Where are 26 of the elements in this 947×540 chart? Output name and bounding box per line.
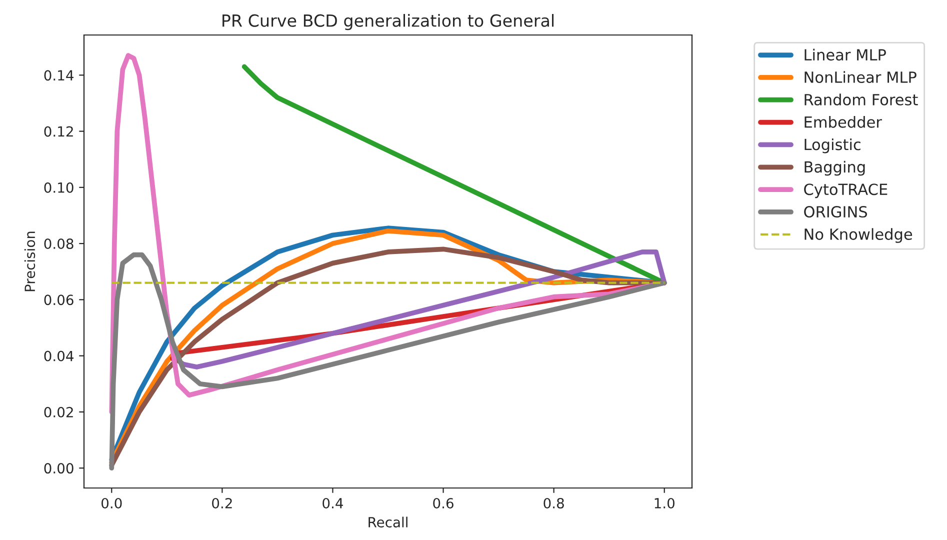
y-tick-label: 0.12 (44, 126, 73, 137)
legend-label: Bagging (804, 160, 865, 176)
legend-label: Logistic (804, 138, 860, 154)
legend-label: Linear MLP (804, 48, 886, 61)
y-tick-label: 0.04 (44, 350, 74, 362)
y-tick-label: 0.00 (44, 463, 74, 474)
legend-label: CytoTRACE (804, 184, 888, 198)
legend-label: Embedder (804, 116, 882, 128)
x-tick-label: 0.8 (544, 498, 564, 508)
legend-label: Random Forest (804, 94, 918, 106)
x-axis-title: Recall (368, 516, 408, 528)
x-tick-label: 0.0 (102, 498, 122, 508)
legend-label: No Knowledge (804, 228, 912, 243)
x-tick-label: 0.4 (322, 498, 343, 508)
y-tick-label: 0.06 (44, 294, 74, 306)
x-tick-label: 0.6 (433, 498, 454, 508)
x-tick-label: 1.0 (654, 498, 674, 508)
y-tick-label: 0.14 (44, 70, 74, 81)
legend-label: ORIGINS (804, 206, 868, 218)
y-axis-title: Precision (24, 232, 36, 292)
x-tick-label: 0.2 (212, 498, 232, 508)
chart-title: PR Curve BCD generalization to General (222, 14, 554, 30)
legend-label: NonLinear MLP (804, 71, 916, 83)
y-tick-label: 0.10 (44, 182, 74, 193)
y-tick-label: 0.08 (44, 238, 74, 250)
y-tick-label: 0.02 (44, 406, 73, 418)
